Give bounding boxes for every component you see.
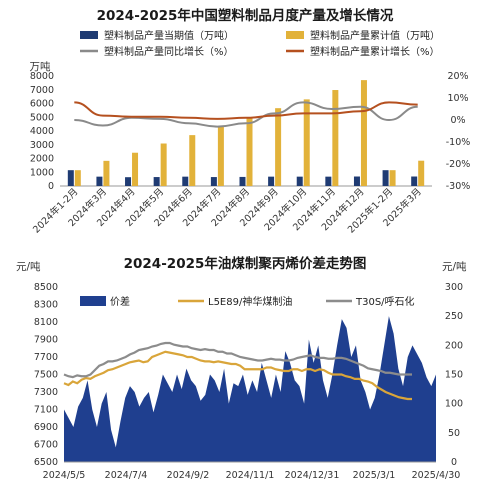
bar	[303, 99, 310, 186]
right-axis-unit: 元/吨	[442, 260, 467, 273]
bar	[132, 152, 139, 186]
y-left-tick-label: 3000	[30, 140, 54, 151]
y-right-tick-label: 300	[445, 282, 463, 293]
x-tick-label: 2024/9/2	[167, 470, 210, 481]
line-series	[74, 101, 418, 128]
legend-label: 价差	[110, 295, 130, 308]
legend: 塑料制品产量当期值（万吨） 塑料制品产量累计值（万吨） 塑料制品产量同比增长（%） 塑…	[80, 29, 440, 58]
area-series	[64, 316, 436, 462]
legend: 价差 L5E89/神华煤制油 T30S/呼石化	[80, 295, 415, 308]
y-right-tick-label: -10%	[446, 137, 471, 148]
spread-area	[64, 316, 436, 462]
y-left-tick-label: 0	[48, 181, 54, 192]
price-line	[63, 341, 412, 379]
legend-label: T30S/呼石化	[355, 295, 415, 308]
spread-chart: 2024-2025年油煤制聚丙烯价差走势图 元/吨 元/吨 6500 6700 69…	[16, 255, 467, 481]
price-line	[63, 350, 412, 401]
bar	[411, 176, 418, 186]
x-tick-label: 2025/3/1	[353, 470, 396, 481]
chart-title: 2024-2025年中国塑料制品月度产量及增长情况	[97, 7, 394, 24]
bar	[217, 126, 224, 186]
bar-series	[67, 80, 425, 186]
legend-swatch	[286, 31, 304, 39]
y-right-tick-label: -20%	[446, 159, 471, 170]
y-right-tick-label: 10%	[447, 93, 468, 104]
legend-label: 塑料制品产量同比增长（%）	[104, 45, 234, 58]
production-chart-panel: 2024-2025年中国塑料制品月度产量及增长情况 万吨 塑料制品产量当期值（万…	[30, 7, 471, 236]
y-right-tick-label: 0%	[450, 115, 465, 126]
bar	[382, 170, 389, 186]
y-left-tick-label: 7700	[34, 352, 58, 363]
y-left-tick-label: 5000	[30, 112, 54, 123]
y-left-tick-label: 7300	[34, 387, 58, 398]
y-left-tick-label: 7500	[34, 370, 58, 381]
bar	[67, 170, 74, 186]
bar	[353, 176, 360, 186]
bar	[296, 176, 303, 186]
legend-swatch	[80, 296, 106, 306]
bar	[268, 176, 275, 186]
y-left-tick-label: 7000	[30, 85, 54, 96]
bar	[103, 160, 110, 186]
y-left-tick-label: 7100	[34, 405, 58, 416]
bar	[125, 177, 132, 186]
bar	[210, 177, 217, 186]
bar	[325, 176, 332, 186]
x-tick-label: 2024/7/4	[105, 470, 148, 481]
bar	[96, 176, 103, 186]
bar	[189, 135, 196, 186]
y-right-tick-label: 150	[445, 370, 463, 381]
y-left-tick-label: 6500	[34, 457, 58, 468]
series-line	[74, 101, 418, 120]
spread-chart-panel: 2024-2025年油煤制聚丙烯价差走势图 元/吨 元/吨 6500 6700 69…	[0, 252, 490, 494]
y-left-tick-label: 2000	[30, 154, 54, 165]
bar	[153, 177, 160, 186]
legend-swatch	[80, 31, 98, 39]
bar	[389, 170, 396, 186]
y-right-tick-label: 50	[448, 428, 460, 439]
y-right-tick-label: 0	[451, 457, 457, 468]
y-right-tick-label: 20%	[447, 71, 468, 82]
x-tick-label: 2025/4/30	[412, 470, 461, 481]
y-right-tick-label: -30%	[446, 181, 471, 192]
bar	[239, 176, 246, 186]
y-left-tick-label: 8100	[34, 317, 58, 328]
legend-label: 塑料制品产量累计值（万吨）	[310, 29, 440, 42]
legend-label: L5E89/神华煤制油	[208, 295, 292, 308]
y-right-tick-label: 200	[445, 340, 463, 351]
bar	[360, 80, 367, 186]
x-tick-label: 2024/5/5	[43, 470, 86, 481]
legend-label: 塑料制品产量当期值（万吨）	[104, 29, 234, 42]
y-left-tick-label: 7900	[34, 335, 58, 346]
production-chart: 2024-2025年中国塑料制品月度产量及增长情况 万吨 塑料制品产量当期值（万…	[30, 7, 471, 236]
y-left-tick-label: 8000	[30, 71, 54, 82]
y-right-tick-label: 100	[445, 399, 463, 410]
left-axis-unit: 万吨	[30, 60, 51, 73]
bar	[332, 90, 339, 186]
bar	[275, 108, 282, 186]
y-right-tick-label: 250	[445, 311, 463, 322]
bar	[418, 160, 425, 186]
y-left-tick-label: 1000	[30, 167, 54, 178]
y-left-tick-label: 6900	[34, 422, 58, 433]
x-tick-label: 2024/11/1	[226, 470, 275, 481]
y-left-tick-label: 8500	[34, 282, 58, 293]
bar	[182, 176, 189, 186]
chart-title: 2024-2025年油煤制聚丙烯价差走势图	[124, 255, 367, 272]
bar	[74, 170, 81, 186]
x-tick-label: 2024/12/31	[285, 470, 340, 481]
legend-label: 塑料制品产量累计增长（%）	[310, 45, 440, 58]
axes: 6500 6700 6900 7100 7300 7500 7700 7900 8100 8300…	[34, 282, 463, 481]
y-left-tick-label: 6000	[30, 99, 54, 110]
bar	[160, 143, 167, 186]
bar	[246, 117, 253, 186]
line-series	[63, 341, 412, 401]
y-left-tick-label: 4000	[30, 126, 54, 137]
series-line	[74, 101, 418, 128]
y-left-tick-label: 6700	[34, 440, 58, 451]
left-axis-unit: 元/吨	[16, 260, 41, 273]
y-left-tick-label: 8300	[34, 300, 58, 311]
